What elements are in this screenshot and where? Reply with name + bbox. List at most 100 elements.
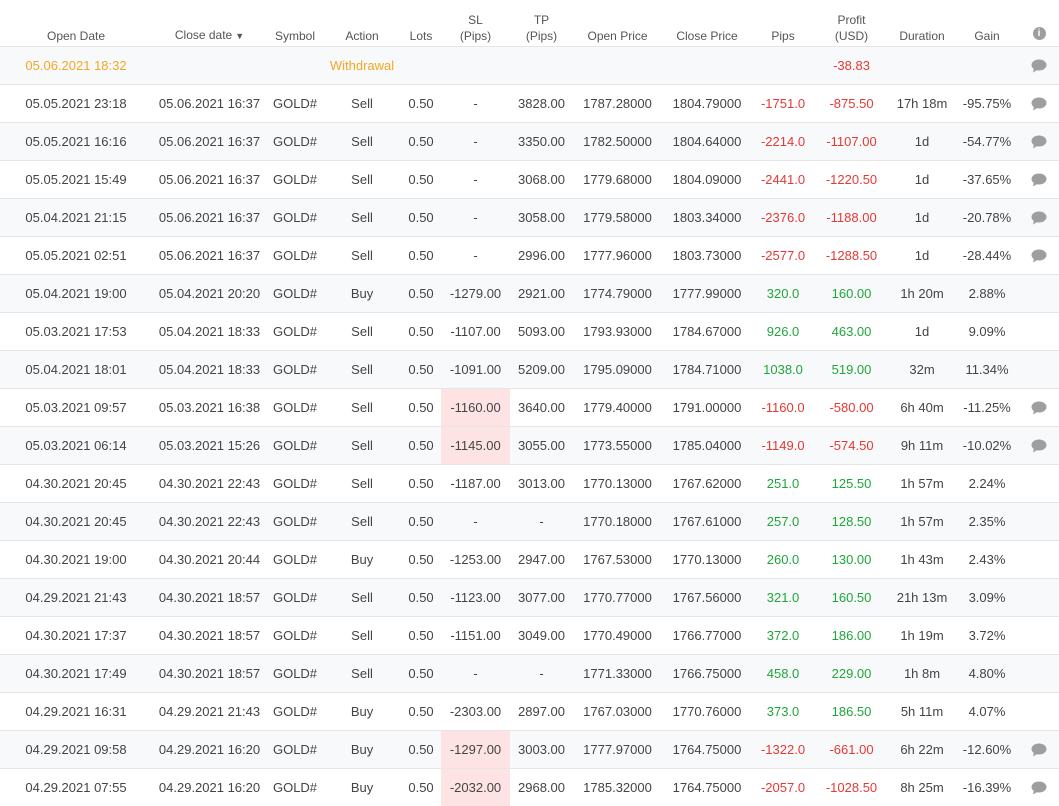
gain-cell: 3.09% <box>955 579 1019 617</box>
col-profit[interactable]: Profit(USD) <box>814 0 889 47</box>
open-date-cell: 05.04.2021 21:15 <box>0 199 152 237</box>
tp-cell: - <box>510 655 573 693</box>
tp-cell: 2947.00 <box>510 541 573 579</box>
sl-cell: - <box>441 123 510 161</box>
profit-cell: 519.00 <box>814 351 889 389</box>
comment-cell[interactable] <box>1019 427 1059 465</box>
gain-cell: 2.24% <box>955 465 1019 503</box>
lots-cell: 0.50 <box>401 503 441 541</box>
col-symbol[interactable]: Symbol <box>267 0 323 47</box>
col-action[interactable]: Action <box>323 0 401 47</box>
sl-cell: -1279.00 <box>441 275 510 313</box>
comment-cell[interactable] <box>1019 199 1059 237</box>
open-price-cell: 1767.03000 <box>573 693 662 731</box>
open-price-cell: 1779.68000 <box>573 161 662 199</box>
pips-cell: 1038.0 <box>752 351 814 389</box>
symbol-cell: GOLD# <box>267 237 323 275</box>
action-cell: Buy <box>323 693 401 731</box>
symbol-cell: GOLD# <box>267 199 323 237</box>
open-price-cell: 1785.32000 <box>573 769 662 806</box>
pips-cell: 926.0 <box>752 313 814 351</box>
open-date-cell: 05.04.2021 19:00 <box>0 275 152 313</box>
close-price-cell: 1770.13000 <box>662 541 752 579</box>
open-price-cell: 1777.97000 <box>573 731 662 769</box>
close-price-cell: 1770.76000 <box>662 693 752 731</box>
col-close-price[interactable]: Close Price <box>662 0 752 47</box>
chat-bubble-icon[interactable] <box>1031 401 1047 415</box>
duration-cell: 8h 25m <box>889 769 955 806</box>
pips-cell: -1322.0 <box>752 731 814 769</box>
action-cell: Sell <box>323 503 401 541</box>
col-sl[interactable]: SL(Pips) <box>441 0 510 47</box>
chat-bubble-icon[interactable] <box>1031 781 1047 795</box>
lots-cell: 0.50 <box>401 351 441 389</box>
col-duration[interactable]: Duration <box>889 0 955 47</box>
chat-bubble-icon[interactable] <box>1031 173 1047 187</box>
symbol-cell: GOLD# <box>267 351 323 389</box>
chat-bubble-icon[interactable] <box>1031 135 1047 149</box>
open-date-cell: 04.29.2021 07:55 <box>0 769 152 806</box>
comment-cell[interactable] <box>1019 123 1059 161</box>
sl-cell: -2032.00 <box>441 769 510 806</box>
close-price-cell: 1767.56000 <box>662 579 752 617</box>
col-info[interactable]: i <box>1019 0 1059 47</box>
close-date-cell: 04.30.2021 22:43 <box>152 465 267 503</box>
comment-cell[interactable] <box>1019 389 1059 427</box>
close-price-cell: 1785.04000 <box>662 427 752 465</box>
pips-cell: 260.0 <box>752 541 814 579</box>
info-icon[interactable]: i <box>1033 27 1046 40</box>
chat-bubble-icon[interactable] <box>1031 59 1047 73</box>
col-gain[interactable]: Gain <box>955 0 1019 47</box>
comment-cell[interactable] <box>1019 769 1059 806</box>
col-tp[interactable]: TP(Pips) <box>510 0 573 47</box>
lots-cell: 0.50 <box>401 655 441 693</box>
chat-bubble-icon[interactable] <box>1031 439 1047 453</box>
tp-cell: - <box>510 503 573 541</box>
sl-cell: - <box>441 237 510 275</box>
col-close-date[interactable]: Close date▼ <box>152 0 267 47</box>
comment-cell[interactable] <box>1019 731 1059 769</box>
gain-cell: -16.39% <box>955 769 1019 806</box>
col-open-date[interactable]: Open Date <box>0 0 152 47</box>
tp-cell: 5093.00 <box>510 313 573 351</box>
duration-cell: 1d <box>889 161 955 199</box>
col-lots[interactable]: Lots <box>401 0 441 47</box>
open-date-cell: 05.05.2021 16:16 <box>0 123 152 161</box>
withdrawal-comment[interactable] <box>1019 47 1059 85</box>
chat-bubble-icon[interactable] <box>1031 249 1047 263</box>
action-cell: Sell <box>323 389 401 427</box>
close-date-cell: 05.06.2021 16:37 <box>152 85 267 123</box>
col-open-price[interactable]: Open Price <box>573 0 662 47</box>
chat-bubble-icon[interactable] <box>1031 743 1047 757</box>
chat-bubble-icon[interactable] <box>1031 97 1047 111</box>
comment-cell[interactable] <box>1019 85 1059 123</box>
chat-bubble-icon[interactable] <box>1031 211 1047 225</box>
comment-cell[interactable] <box>1019 161 1059 199</box>
comment-cell[interactable] <box>1019 237 1059 275</box>
action-cell: Sell <box>323 579 401 617</box>
col-pips[interactable]: Pips <box>752 0 814 47</box>
symbol-cell: GOLD# <box>267 313 323 351</box>
pips-cell: 458.0 <box>752 655 814 693</box>
open-date-cell: 05.05.2021 23:18 <box>0 85 152 123</box>
tp-cell: 3013.00 <box>510 465 573 503</box>
